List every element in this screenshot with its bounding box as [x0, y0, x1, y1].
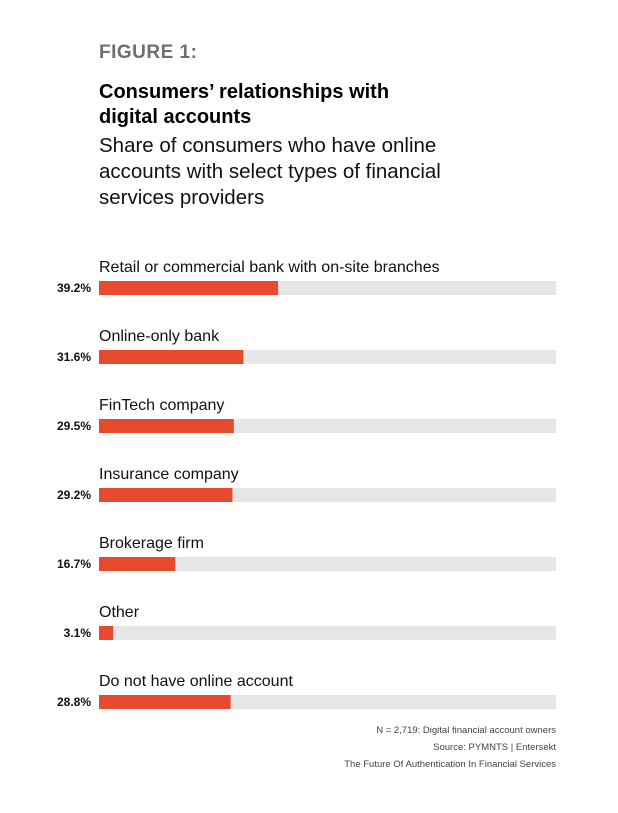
bar [99, 695, 231, 709]
value-label: 3.1% [64, 626, 92, 640]
value-label: 28.8% [57, 695, 91, 709]
report-note: The Future Of Authentication In Financia… [344, 759, 556, 770]
chart-subtitle-line-2: accounts with select types of financial [99, 160, 441, 183]
chart-subtitle-line-1: Share of consumers who have online [99, 134, 437, 157]
category-label: Insurance company [99, 466, 239, 483]
chart-notes: N = 2,719: Digital financial account own… [344, 722, 556, 773]
value-label: 29.2% [57, 488, 91, 502]
category-label: Brokerage firm [99, 535, 204, 552]
category-label: Do not have online account [99, 673, 293, 690]
bar-track [99, 626, 556, 640]
bar [99, 488, 233, 502]
value-label: 16.7% [57, 557, 91, 571]
source-note: Source: PYMNTS | Entersekt [433, 742, 556, 753]
chart-title-line-1: Consumers’ relationships with [99, 81, 390, 103]
category-label: FinTech company [99, 397, 224, 414]
value-label: 31.6% [57, 350, 91, 364]
sample-note: N = 2,719: Digital financial account own… [376, 725, 556, 736]
value-label: 39.2% [57, 281, 91, 295]
chart-title: Consumers’ relationships with digital ac… [99, 80, 519, 130]
value-label: 29.5% [57, 419, 91, 433]
chart-title-line-2: digital accounts [99, 106, 252, 128]
bar [99, 350, 244, 364]
category-label: Retail or commercial bank with on-site b… [99, 259, 440, 276]
bar-track [99, 557, 556, 571]
bar [99, 281, 279, 295]
bar [99, 626, 114, 640]
category-label: Other [99, 604, 140, 621]
bar [99, 557, 176, 571]
chart-subtitle-line-3: services providers [99, 186, 265, 209]
figure-label: FIGURE 1: [99, 42, 198, 63]
bar [99, 419, 234, 433]
chart-subtitle: Share of consumers who have online accou… [99, 133, 539, 211]
category-label: Online-only bank [99, 328, 220, 345]
